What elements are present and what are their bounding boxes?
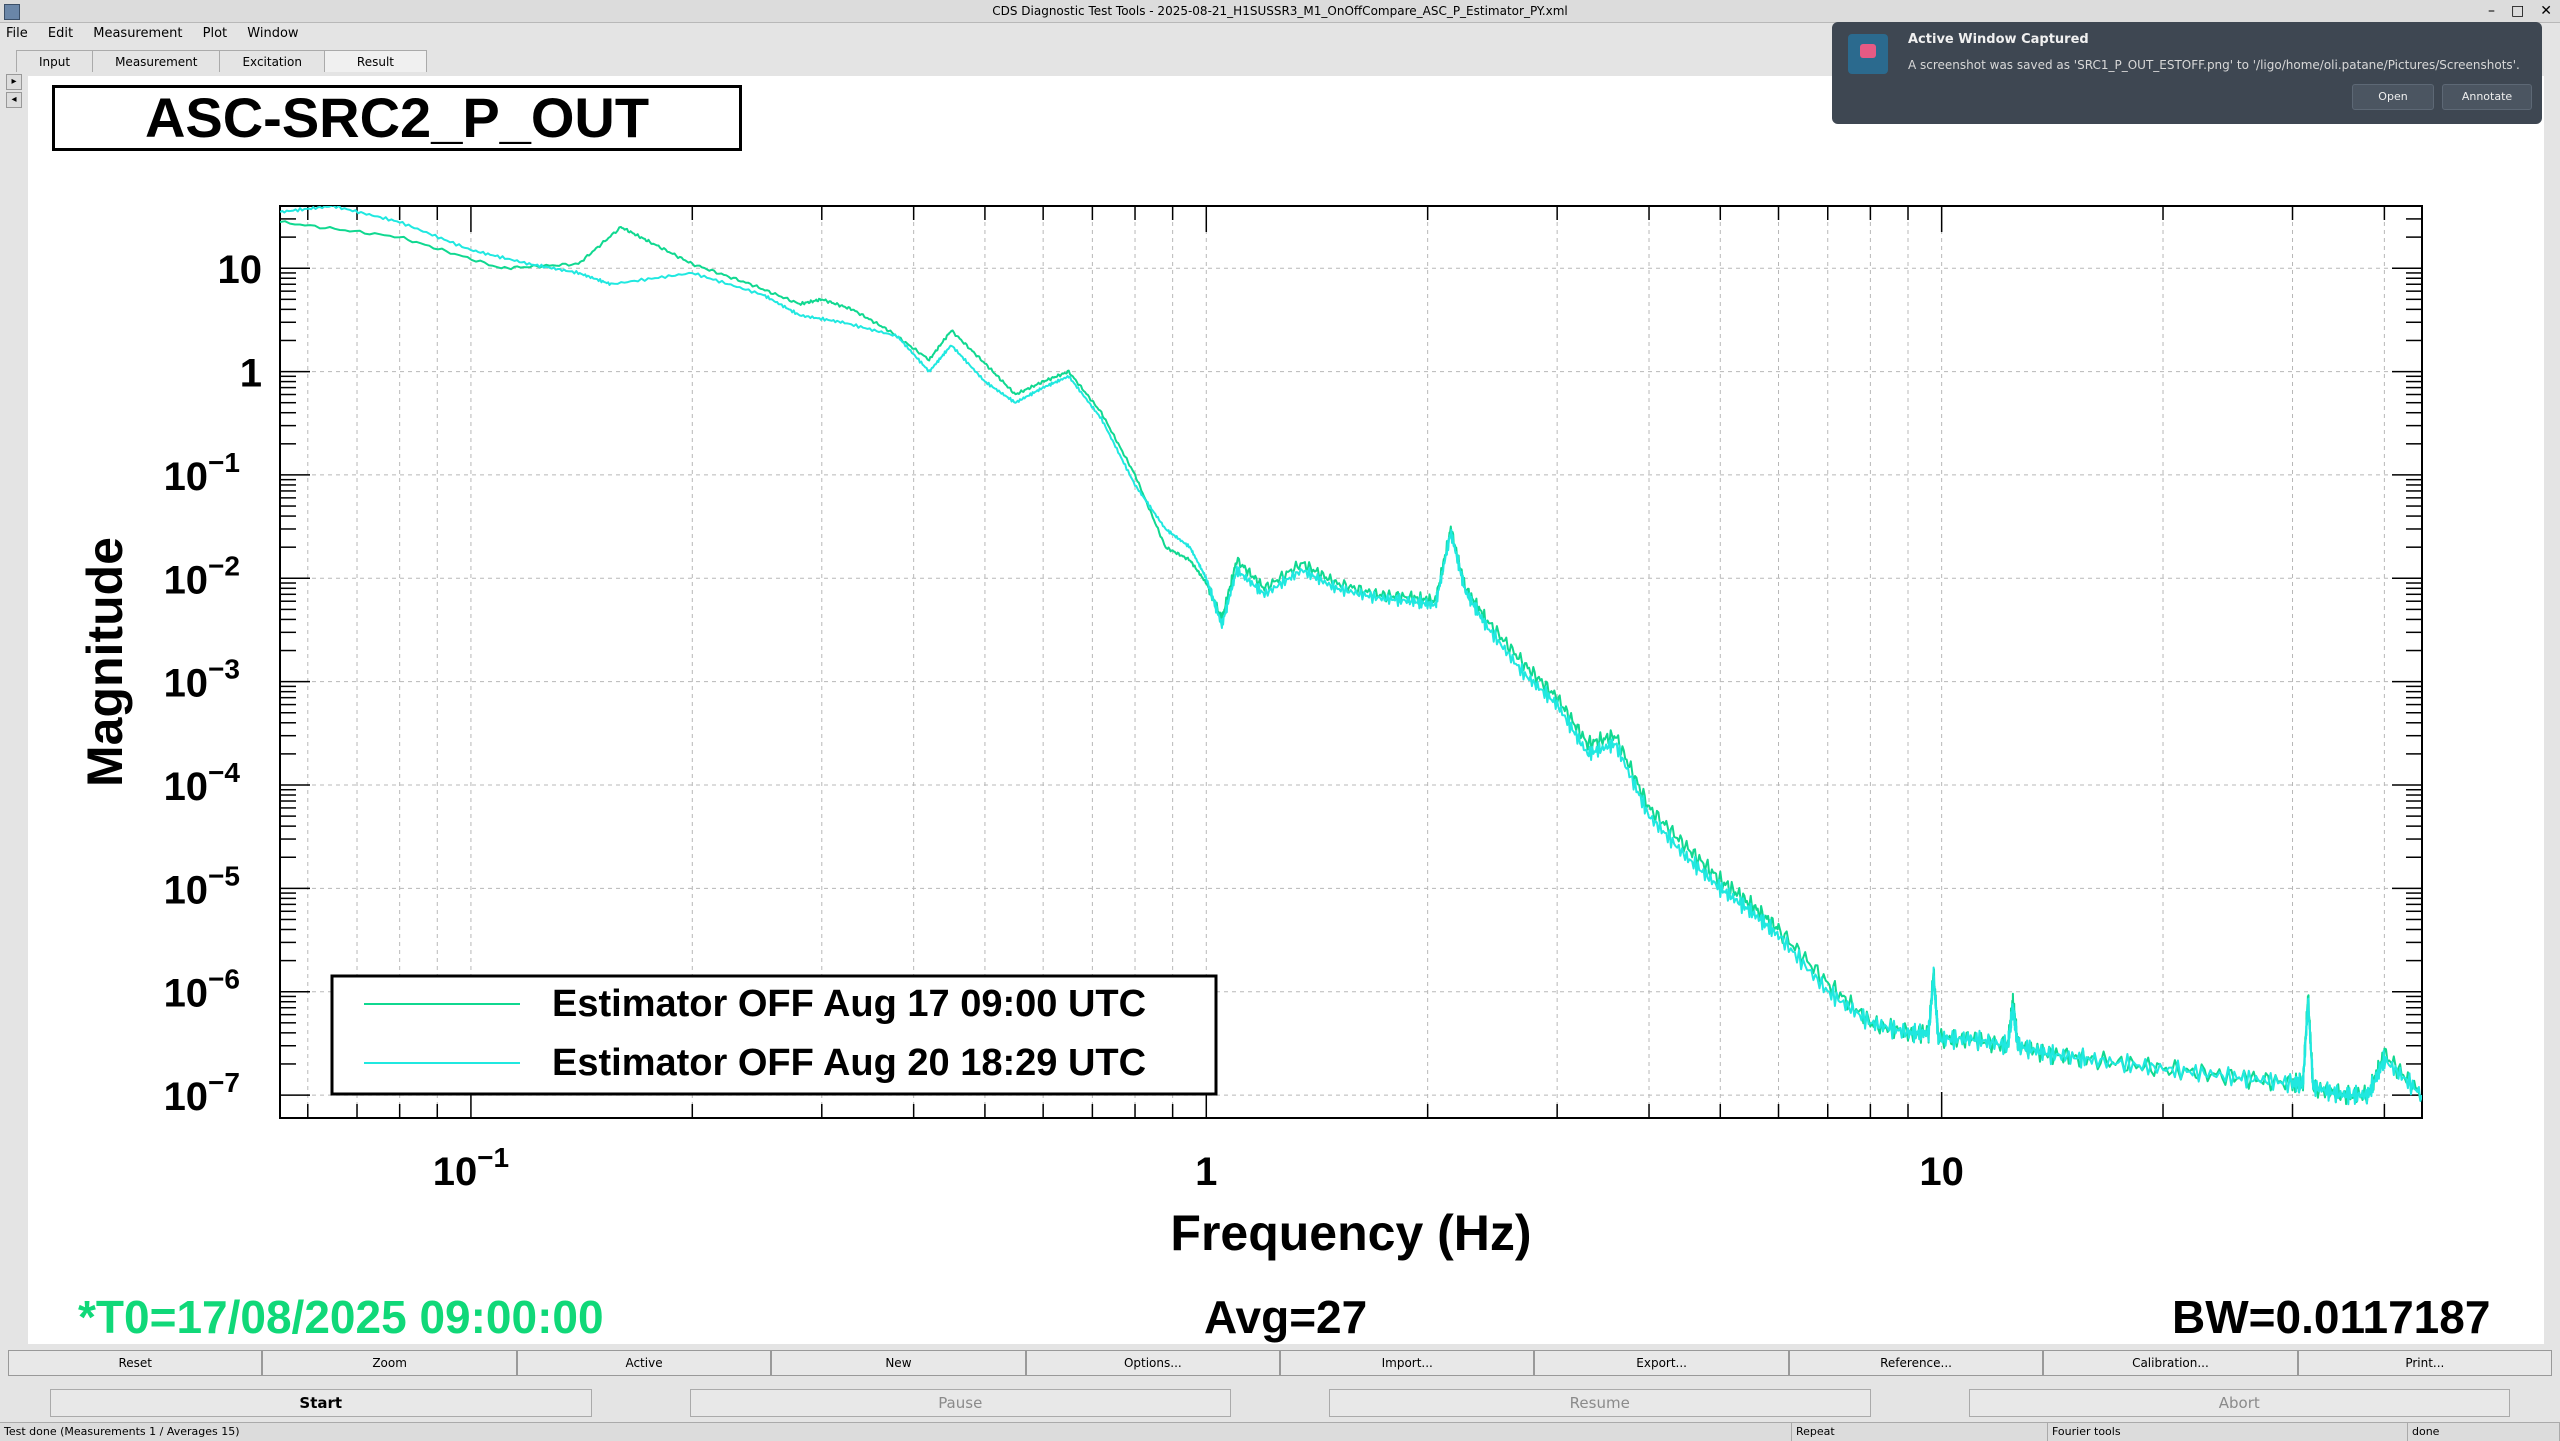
y-tick-label: 10−6 — [164, 964, 240, 1016]
legend-label-series-2: Estimator OFF Aug 20 18:29 UTC — [552, 1042, 1146, 1084]
zoom-button[interactable]: Zoom — [262, 1350, 517, 1376]
window-titlebar[interactable]: CDS Diagnostic Test Tools - 2025-08-21_H… — [0, 0, 2560, 23]
import-button[interactable]: Import... — [1280, 1350, 1535, 1376]
tab-bar: Input Measurement Excitation Result — [16, 50, 427, 72]
tab-measurement[interactable]: Measurement — [92, 50, 221, 72]
bw-readout: BW=0.0117187 — [2172, 1291, 2491, 1343]
tab-excitation[interactable]: Excitation — [219, 50, 325, 72]
plot-frame — [279, 205, 2423, 1119]
plot-button-row: Reset Zoom Active New Options... Import.… — [8, 1350, 2553, 1376]
y-tick-label: 1 — [240, 352, 262, 396]
status-message: Test done (Measurements 1 / Averages 15) — [0, 1423, 1792, 1441]
abort-button[interactable]: Abort — [1968, 1389, 2510, 1417]
print-button[interactable]: Print... — [2297, 1350, 2553, 1376]
y-tick-label: 10−7 — [164, 1067, 240, 1119]
options-button[interactable]: Options... — [1025, 1350, 1281, 1376]
menu-plot[interactable]: Plot — [202, 26, 228, 41]
start-button[interactable]: Start — [50, 1389, 592, 1417]
legend-label-series-1: Estimator OFF Aug 17 09:00 UTC — [552, 983, 1146, 1025]
y-tick-label: 10−2 — [164, 550, 240, 602]
status-done: done — [2408, 1423, 2560, 1441]
series-line-2 — [280, 206, 2422, 1106]
screenshot-icon — [1848, 34, 1888, 74]
grid-lines — [280, 206, 2422, 1118]
series-lines — [280, 206, 2422, 1106]
menu-window[interactable]: Window — [247, 26, 299, 41]
new-button[interactable]: New — [771, 1350, 1026, 1376]
control-button-row: Start Pause Resume Abort — [50, 1389, 2510, 1417]
minimize-icon[interactable]: – — [2488, 3, 2496, 19]
y-tick-label: 10−3 — [164, 654, 240, 706]
window-controls: – □ ✕ — [2488, 0, 2552, 22]
active-button[interactable]: Active — [516, 1350, 772, 1376]
tab-input[interactable]: Input — [16, 50, 94, 72]
axis-ticks — [280, 205, 2422, 1118]
t0-readout: *T0=17/08/2025 09:00:00 — [78, 1291, 604, 1343]
tick-labels: 10−1 1 10 10 1 10−1 10−2 10−3 10−4 10−5 10−6 10−7 — [164, 248, 1964, 1194]
legend[interactable]: Estimator OFF Aug 17 09:00 UTC Estimator… — [330, 974, 1218, 1096]
y-tick-label: 10−1 — [164, 447, 240, 499]
pause-button[interactable]: Pause — [689, 1389, 1231, 1417]
resume-button[interactable]: Resume — [1329, 1389, 1871, 1417]
window-title: CDS Diagnostic Test Tools - 2025-08-21_H… — [992, 4, 1568, 18]
y-tick-label: 10−5 — [164, 860, 240, 912]
notification-body: A screenshot was saved as 'SRC1_P_OUT_ES… — [1908, 58, 2520, 72]
graph-title: ASC-SRC2_P_OUT — [144, 86, 650, 149]
app-icon — [4, 4, 20, 20]
notification-open-button[interactable]: Open — [2352, 84, 2434, 110]
plot-pad[interactable] — [28, 76, 2544, 1344]
series-line-1 — [280, 220, 2422, 1106]
scroll-right-icon[interactable]: ▸ — [6, 74, 22, 90]
close-icon[interactable]: ✕ — [2540, 3, 2552, 19]
y-tick-label: 10−4 — [164, 757, 241, 809]
x-axis-label: Frequency (Hz) — [1170, 1205, 1531, 1261]
x-tick-label: 1 — [1195, 1150, 1217, 1194]
legend-box — [330, 974, 1218, 1096]
tab-result[interactable]: Result — [323, 50, 427, 72]
pad-scroll-arrows: ▸ ◂ — [6, 74, 22, 110]
reset-button[interactable]: Reset — [8, 1350, 263, 1376]
notification-title: Active Window Captured — [1908, 32, 2089, 47]
screenshot-notification[interactable]: Active Window Captured A screenshot was … — [1832, 22, 2542, 124]
menu-edit[interactable]: Edit — [47, 26, 74, 41]
status-repeat: Repeat — [1792, 1423, 2048, 1441]
graph-title-box: ASC-SRC2_P_OUT — [52, 85, 742, 151]
calibration-button[interactable]: Calibration... — [2043, 1350, 2298, 1376]
menu-bar: File Edit Measurement Plot Window — [0, 23, 2560, 45]
notification-annotate-button[interactable]: Annotate — [2442, 84, 2532, 110]
y-axis-label: Magnitude — [77, 537, 133, 787]
export-button[interactable]: Export... — [1534, 1350, 1789, 1376]
status-bar: Test done (Measurements 1 / Averages 15)… — [0, 1422, 2560, 1441]
reference-button[interactable]: Reference... — [1788, 1350, 2044, 1376]
menu-measurement[interactable]: Measurement — [93, 26, 183, 41]
menu-file[interactable]: File — [6, 26, 28, 41]
status-fourier: Fourier tools — [2048, 1423, 2408, 1441]
maximize-icon[interactable]: □ — [2511, 3, 2525, 19]
y-tick-label: 10 — [218, 248, 263, 292]
x-tick-label: 10−1 — [433, 1142, 509, 1194]
x-tick-label: 10 — [1919, 1150, 1964, 1194]
avg-readout: Avg=27 — [1204, 1291, 1368, 1343]
scroll-left-icon[interactable]: ◂ — [6, 92, 22, 108]
